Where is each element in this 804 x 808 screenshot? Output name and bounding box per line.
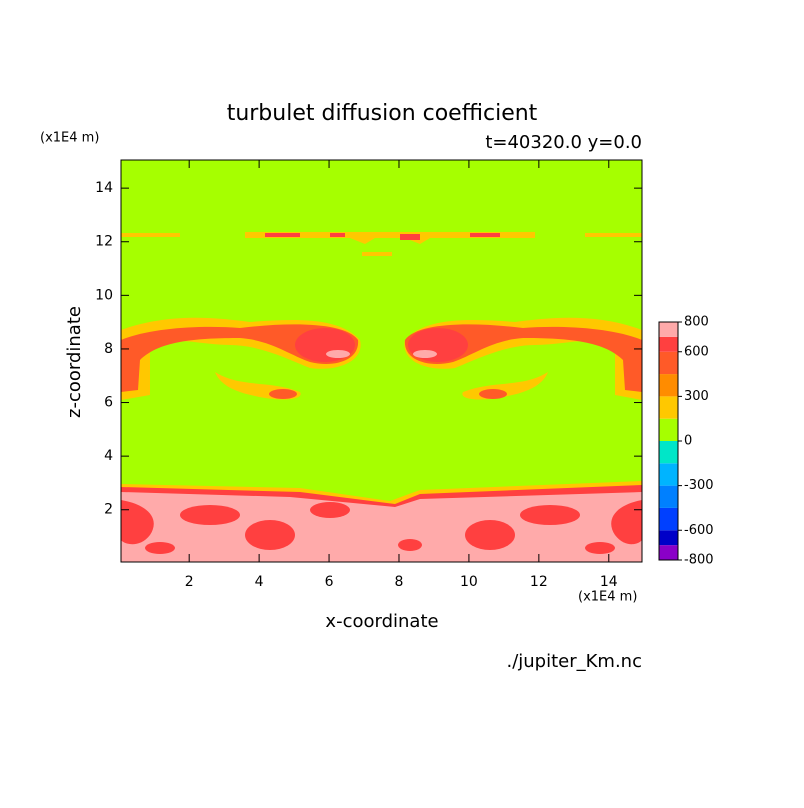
- plot-frame: [120, 159, 643, 563]
- field-region: [398, 539, 422, 551]
- field-region: [520, 505, 580, 525]
- field-region: [585, 542, 615, 554]
- chart-subtitle: t=40320.0 y=0.0: [485, 132, 642, 153]
- colorbar-band: [659, 396, 678, 419]
- field-region: [413, 350, 437, 358]
- colorbar-tick-label: -300: [684, 478, 714, 493]
- y-tick-label: 12: [95, 234, 113, 250]
- field-region: [310, 502, 350, 518]
- colorbar-tick-label: 600: [684, 344, 709, 359]
- x-tick-label: 10: [460, 574, 478, 590]
- y-axis-label: z-coordinate: [64, 306, 85, 418]
- colorbar-band: [659, 507, 678, 531]
- y-tick-label: 6: [104, 395, 113, 411]
- field-region: [479, 389, 507, 399]
- x-axis-label: x-coordinate: [325, 611, 438, 632]
- colorbar-tick-label: 300: [684, 389, 709, 404]
- x-tick-label: 12: [530, 574, 548, 590]
- colorbar-tick-label: -600: [684, 523, 714, 538]
- x-tick-label: 6: [325, 574, 334, 590]
- contour-field: [121, 160, 642, 562]
- y-tick-label: 10: [95, 287, 113, 303]
- colorbar-band: [659, 485, 678, 508]
- field-region: [121, 500, 154, 545]
- y-tick-label: 4: [104, 448, 113, 464]
- x-tick-label: 2: [185, 574, 194, 590]
- colorbar-tick-label: -800: [684, 553, 714, 568]
- field-region: [245, 232, 535, 244]
- y-tick-label: 8: [104, 341, 113, 357]
- field-region: [265, 233, 500, 240]
- x-tick-label: 14: [600, 574, 618, 590]
- field-region: [611, 500, 642, 545]
- colorbar-tick-label: 800: [684, 315, 709, 330]
- field-region: [465, 520, 515, 550]
- colorbar-band: [659, 441, 678, 464]
- field-region: [121, 233, 642, 237]
- field-region: [326, 350, 350, 358]
- colorbar-band: [659, 545, 678, 560]
- y-unit: (x1E4 m): [40, 131, 99, 146]
- colorbar-band: [659, 374, 678, 397]
- x-tick-label: 4: [255, 574, 264, 590]
- field-region: [180, 505, 240, 525]
- field-region: [269, 389, 297, 399]
- colorbar-band: [659, 418, 678, 441]
- colorbar-band: [659, 322, 678, 337]
- field-region: [145, 542, 175, 554]
- y-tick-label: 2: [104, 502, 113, 518]
- x-tick-label: 8: [395, 574, 404, 590]
- colorbar-band: [659, 463, 678, 486]
- field-region: [362, 252, 392, 256]
- chart-title: turbulet diffusion coefficient: [227, 101, 538, 126]
- y-tick-label: 14: [95, 180, 113, 196]
- source-label: ./jupiter_Km.nc: [506, 651, 642, 672]
- field-region: [245, 520, 295, 550]
- colorbar-tick-label: 0: [684, 434, 692, 449]
- colorbar-band: [659, 530, 678, 546]
- colorbar-band: [659, 336, 678, 352]
- x-unit: (x1E4 m): [578, 590, 637, 605]
- colorbar-band: [659, 351, 678, 375]
